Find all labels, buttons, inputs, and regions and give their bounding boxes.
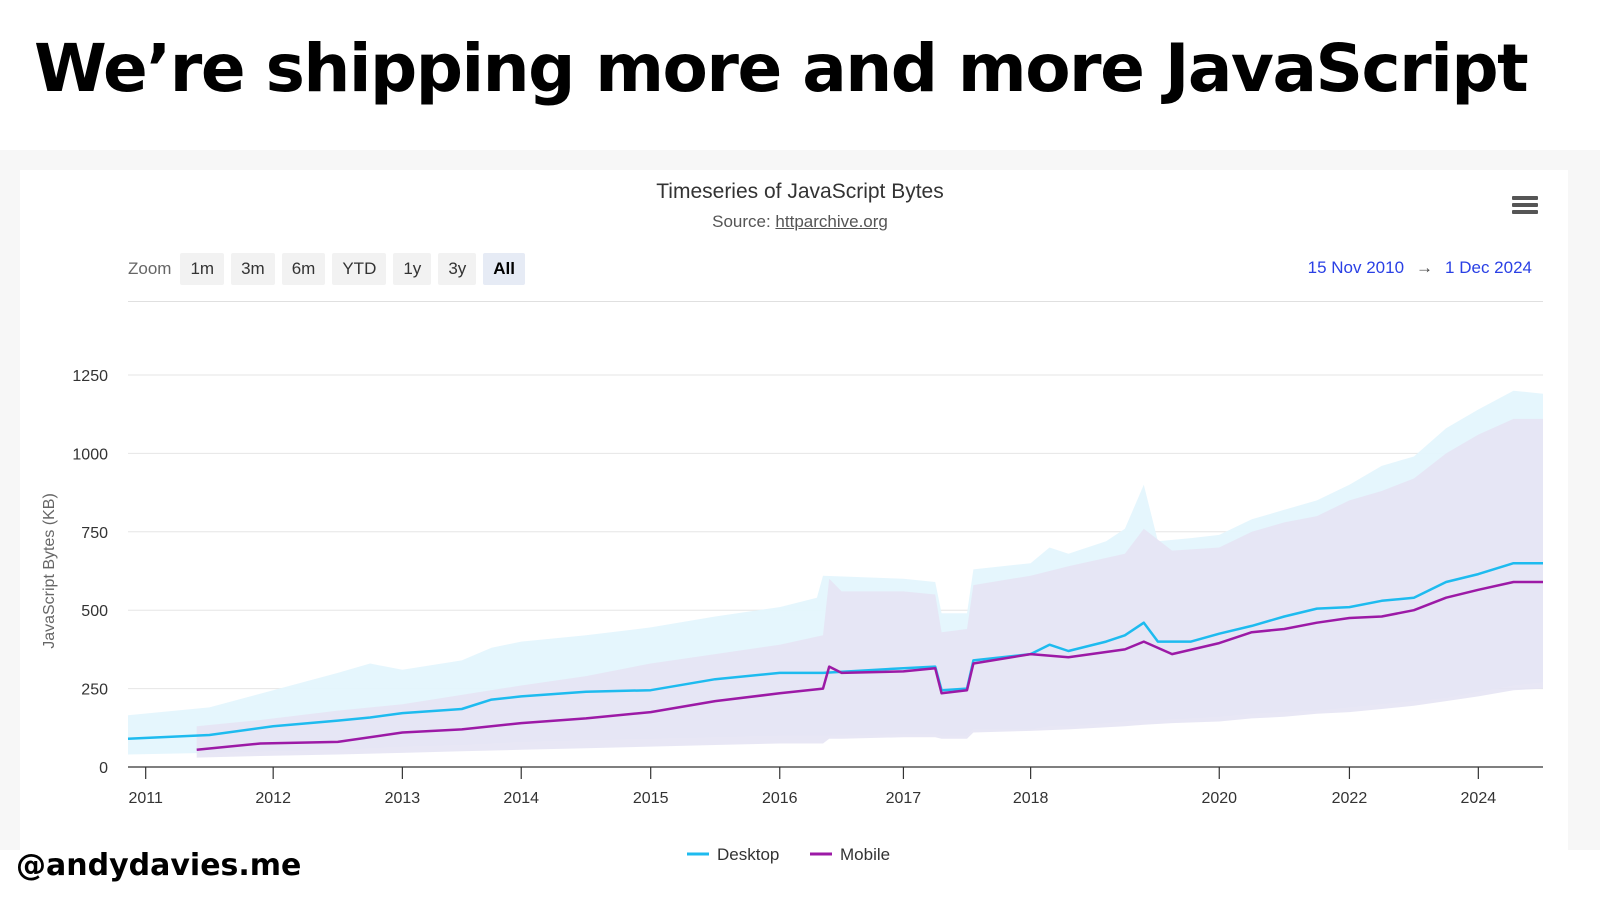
x-tick-label-2014: 2014 [503,790,539,807]
zoom-button-1y[interactable]: 1y [393,253,432,285]
x-tick-label-2016: 2016 [762,790,798,807]
x-tick-label-2018: 2018 [1013,790,1049,807]
x-tick-label-2011: 2011 [128,790,163,807]
x-tick-label-2024: 2024 [1461,790,1497,807]
legend-label-mobile[interactable]: Mobile [840,845,890,864]
y-tick-label-1000: 1000 [72,446,108,463]
navigator-separator [128,301,1543,302]
chart-subtitle: Source: httparchive.org [0,212,1600,232]
chart-subtitle-prefix: Source: [712,212,776,231]
range-to[interactable]: 1 Dec 2024 [1445,258,1532,277]
x-tick-label-2012: 2012 [255,790,291,807]
zoom-button-ytd[interactable]: YTD [332,253,387,285]
zoom-button-3y[interactable]: 3y [438,253,477,285]
y-tick-label-250: 250 [81,682,108,699]
range-from[interactable]: 15 Nov 2010 [1307,258,1405,277]
zoom-button-all[interactable]: All [483,253,526,285]
slide-title: We’re shipping more and more JavaScript [34,30,1529,107]
x-tick-label-2022: 2022 [1332,790,1368,807]
y-axis-title: JavaScript Bytes (KB) [41,493,58,649]
author-handle: @andydavies.me [16,848,302,883]
x-tick-label-2013: 2013 [385,790,421,807]
x-tick-label-2017: 2017 [886,790,922,807]
y-tick-label-500: 500 [81,603,108,620]
x-tick-label-2015: 2015 [633,790,669,807]
zoom-button-6m[interactable]: 6m [281,253,326,285]
hamburger-menu-icon[interactable] [1512,196,1538,216]
y-tick-label-0: 0 [99,760,108,777]
zoom-bar: Zoom 1m 3m 6m YTD 1y 3y All [128,252,526,286]
date-range: 15 Nov 2010 → 1 Dec 2024 [1308,258,1532,278]
legend-label-desktop[interactable]: Desktop [717,845,779,864]
y-tick-label-1250: 1250 [72,368,108,385]
y-tick-label-750: 750 [81,525,108,542]
zoom-label: Zoom [128,259,172,278]
range-arrow-icon: → [1416,258,1434,277]
source-link[interactable]: httparchive.org [775,212,888,231]
zoom-button-1m[interactable]: 1m [180,253,225,285]
x-tick-label-2020: 2020 [1201,790,1237,807]
series-line-mobile [196,580,1543,752]
zoom-button-3m[interactable]: 3m [231,253,275,285]
chart-title: Timeseries of JavaScript Bytes [656,180,944,203]
band-mobile [196,418,1544,758]
series-line-desktop [127,561,1543,741]
